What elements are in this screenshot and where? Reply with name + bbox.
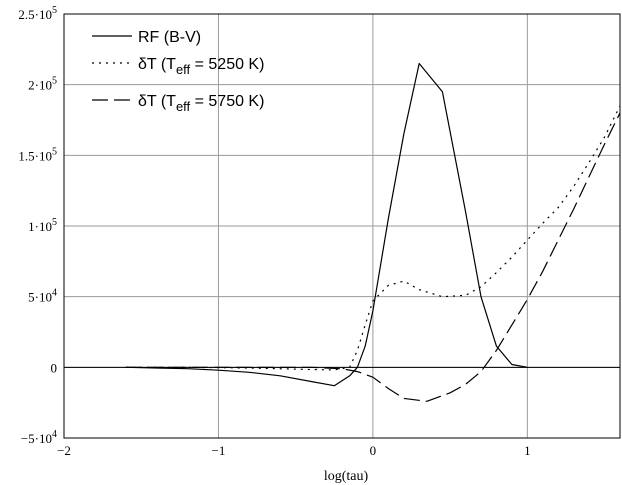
x-tick-label: 1 <box>524 443 531 458</box>
y-tick-label: 2·105 <box>28 76 57 93</box>
y-tick-label: 1·105 <box>28 217 57 234</box>
y-tick-label: −5·104 <box>21 429 57 446</box>
y-tick-labels: 2.5·105 2·105 1.5·105 1·105 5·104 0 −5·104 <box>18 5 57 446</box>
series-line-2 <box>125 105 621 371</box>
legend-label-2: δT (Teff = 5250 K) <box>138 56 264 77</box>
legend-label-3: δT (Teff = 5750 K) <box>138 93 264 114</box>
y-tick-label: 1.5·105 <box>18 146 57 163</box>
legend: RF (B-V) δT (Teff = 5250 K) δT (Teff = 575… <box>92 29 264 114</box>
y-tick-label: 2.5·105 <box>18 5 57 22</box>
series-line-1 <box>125 62 528 387</box>
x-tick-label: −2 <box>57 443 71 458</box>
grid-lines <box>63 13 620 439</box>
x-tick-label: 0 <box>370 443 377 458</box>
x-axis-label: log(tau) <box>324 469 369 484</box>
series-line-3 <box>125 112 621 402</box>
y-tick-label: 0 <box>51 360 58 375</box>
series-layer <box>125 62 621 402</box>
x-tick-labels: −2 −1 0 1 <box>57 443 531 458</box>
plot-frame <box>63 13 621 439</box>
y-tick-label: 5·104 <box>28 288 57 305</box>
legend-label-1: RF (B-V) <box>138 29 201 46</box>
x-tick-label: −1 <box>212 443 226 458</box>
